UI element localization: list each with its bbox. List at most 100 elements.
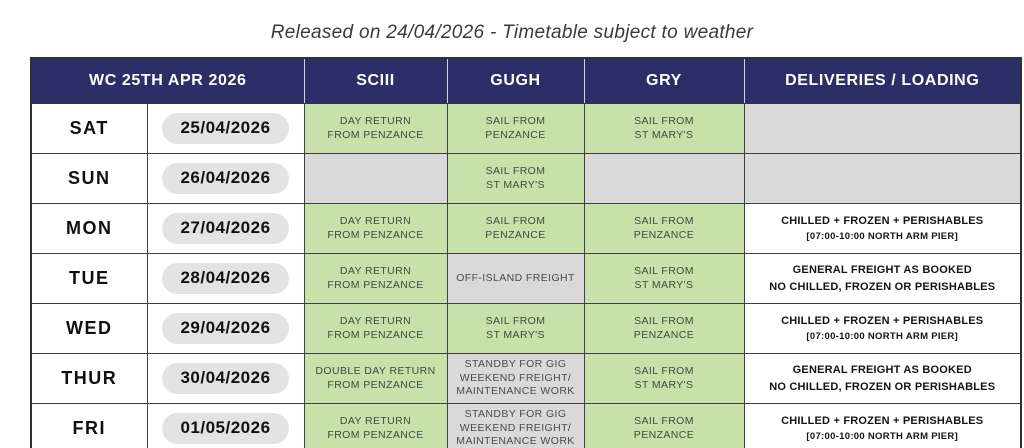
day-cell: SUN <box>30 153 148 204</box>
day-cell: THUR <box>30 353 148 404</box>
cell-line: ST MARY'S <box>486 328 545 341</box>
deliveries-cell: GENERAL FREIGHT AS BOOKED NO CHILLED, FRO… <box>743 253 1022 304</box>
gugh-cell: SAIL FROM ST MARY'S <box>446 153 585 204</box>
header-deliveries-loading: DELIVERIES / LOADING <box>743 58 1022 104</box>
cell-line: DOUBLE DAY RETURN <box>315 364 436 377</box>
cell-line: OFF-ISLAND FREIGHT <box>456 271 575 284</box>
day-cell: FRI <box>30 403 148 448</box>
cell-line: DAY RETURN <box>339 214 412 227</box>
timetable-page: Released on 24/04/2026 - Timetable subje… <box>0 22 1024 448</box>
table-row: SUN 26/04/2026 SAIL FROM ST MARY'S <box>30 153 1022 204</box>
cell-line: ST MARY'S <box>634 278 694 291</box>
timetable-body: SAT 25/04/2026 DAY RETURN FROM PENZANCE S… <box>30 103 1022 448</box>
cell-line: SAIL FROM <box>634 264 694 277</box>
date-cell: 27/04/2026 <box>146 203 305 254</box>
day-label: WED <box>66 318 113 338</box>
date-pill: 29/04/2026 <box>162 313 289 344</box>
gugh-cell: OFF-ISLAND FREIGHT <box>446 253 585 304</box>
cell-line: STANDBY FOR GIG <box>464 408 567 421</box>
table-row: TUE 28/04/2026 DAY RETURN FROM PENZANCE O… <box>30 253 1022 304</box>
sciii-cell: DAY RETURN FROM PENZANCE <box>303 303 448 354</box>
deliveries-cell: CHILLED + FROZEN + PERISHABLES [07:00-10:… <box>743 303 1022 354</box>
date-cell: 29/04/2026 <box>146 303 305 354</box>
sailing-timetable: WC 25TH APR 2026 SCIII GUGH GRY DELIVERI… <box>30 57 1022 448</box>
day-cell: SAT <box>30 103 148 154</box>
gugh-cell: SAIL FROM ST MARY'S <box>446 303 585 354</box>
cell-line: MAINTENANCE WORK <box>456 385 575 398</box>
header-vessel-gry: GRY <box>583 58 745 104</box>
sciii-cell: DAY RETURN FROM PENZANCE <box>303 253 448 304</box>
gugh-cell: STANDBY FOR GIG WEEKEND FREIGHT/MAINTENAN… <box>446 403 585 448</box>
sciii-cell: DAY RETURN FROM PENZANCE <box>303 403 448 448</box>
gry-cell <box>583 153 745 204</box>
day-label: FRI <box>72 418 106 438</box>
cell-line: PENZANCE <box>633 328 695 341</box>
deliveries-line: CHILLED + FROZEN + PERISHABLES <box>781 215 984 228</box>
date-pill: 26/04/2026 <box>162 163 289 194</box>
day-label: SAT <box>69 118 109 138</box>
deliveries-line: NO CHILLED, FROZEN OR PERISHABLES <box>769 380 996 393</box>
cell-line: FROM PENZANCE <box>327 228 424 241</box>
cell-line: ST MARY'S <box>634 378 694 391</box>
day-label: TUE <box>69 268 110 288</box>
gry-cell: SAIL FROM ST MARY'S <box>583 353 745 404</box>
gry-cell: SAIL FROM ST MARY'S <box>583 103 745 154</box>
cell-line: FROM PENZANCE <box>327 128 424 141</box>
cell-line: WEEKEND FREIGHT/ <box>459 371 572 384</box>
table-row: SAT 25/04/2026 DAY RETURN FROM PENZANCE S… <box>30 103 1022 154</box>
deliveries-line: [07:00-10:00 NORTH ARM PIER] <box>806 230 959 242</box>
sciii-cell <box>303 153 448 204</box>
cell-line: SAIL FROM <box>634 414 694 427</box>
table-row: FRI 01/05/2026 DAY RETURN FROM PENZANCE S… <box>30 403 1022 448</box>
day-label: SUN <box>67 168 111 188</box>
date-pill: 27/04/2026 <box>162 213 289 244</box>
deliveries-line: CHILLED + FROZEN + PERISHABLES <box>781 315 984 328</box>
cell-line: MAINTENANCE WORK <box>456 435 575 448</box>
date-cell: 01/05/2026 <box>146 403 305 448</box>
cell-line: SAIL FROM <box>485 214 546 227</box>
deliveries-cell <box>743 153 1022 204</box>
cell-line: PENZANCE <box>633 228 695 241</box>
date-cell: 25/04/2026 <box>146 103 305 154</box>
sciii-cell: DAY RETURN FROM PENZANCE <box>303 203 448 254</box>
deliveries-line: [07:00-10:00 NORTH ARM PIER] <box>806 330 959 342</box>
deliveries-line: [07:00-10:00 NORTH ARM PIER] <box>806 430 959 442</box>
table-row: WED 29/04/2026 DAY RETURN FROM PENZANCE S… <box>30 303 1022 354</box>
gugh-cell: SAIL FROM PENZANCE <box>446 203 585 254</box>
gry-cell: SAIL FROM PENZANCE <box>583 203 745 254</box>
cell-line: PENZANCE <box>633 428 695 441</box>
cell-line: WEEKEND FREIGHT/ <box>459 421 572 434</box>
date-pill: 28/04/2026 <box>162 263 289 294</box>
cell-line: SAIL FROM <box>634 314 694 327</box>
day-label: MON <box>66 218 113 238</box>
deliveries-cell <box>743 103 1022 154</box>
deliveries-cell: GENERAL FREIGHT AS BOOKED NO CHILLED, FRO… <box>743 353 1022 404</box>
date-cell: 26/04/2026 <box>146 153 305 204</box>
cell-line: DAY RETURN <box>339 414 412 427</box>
cell-line: PENZANCE <box>485 228 546 241</box>
table-row: THUR 30/04/2026 DOUBLE DAY RETURN FROM PE… <box>30 353 1022 404</box>
cell-line: PENZANCE <box>485 128 546 141</box>
date-cell: 28/04/2026 <box>146 253 305 304</box>
header-row: WC 25TH APR 2026 SCIII GUGH GRY DELIVERI… <box>30 58 1022 104</box>
gry-cell: SAIL FROM PENZANCE <box>583 303 745 354</box>
cell-line: ST MARY'S <box>634 128 694 141</box>
cell-line: SAIL FROM <box>485 314 546 327</box>
date-pill: 30/04/2026 <box>162 363 289 394</box>
cell-line: SAIL FROM <box>634 214 694 227</box>
day-cell: WED <box>30 303 148 354</box>
sciii-cell: DOUBLE DAY RETURN FROM PENZANCE <box>303 353 448 404</box>
cell-line: DAY RETURN <box>339 114 412 127</box>
header-vessel-sciii: SCIII <box>303 58 448 104</box>
header-week-commencing: WC 25TH APR 2026 <box>30 58 305 104</box>
cell-line: SAIL FROM <box>634 114 694 127</box>
cell-line: DAY RETURN <box>339 314 412 327</box>
gugh-cell: STANDBY FOR GIG WEEKEND FREIGHT/MAINTENAN… <box>446 353 585 404</box>
table-row: MON 27/04/2026 DAY RETURN FROM PENZANCE S… <box>30 203 1022 254</box>
cell-line: FROM PENZANCE <box>327 278 424 291</box>
deliveries-line: GENERAL FREIGHT AS BOOKED <box>792 264 972 276</box>
cell-line: FROM PENZANCE <box>327 328 424 341</box>
header-vessel-gugh: GUGH <box>446 58 585 104</box>
date-pill: 25/04/2026 <box>162 113 289 144</box>
cell-line: FROM PENZANCE <box>327 428 424 441</box>
